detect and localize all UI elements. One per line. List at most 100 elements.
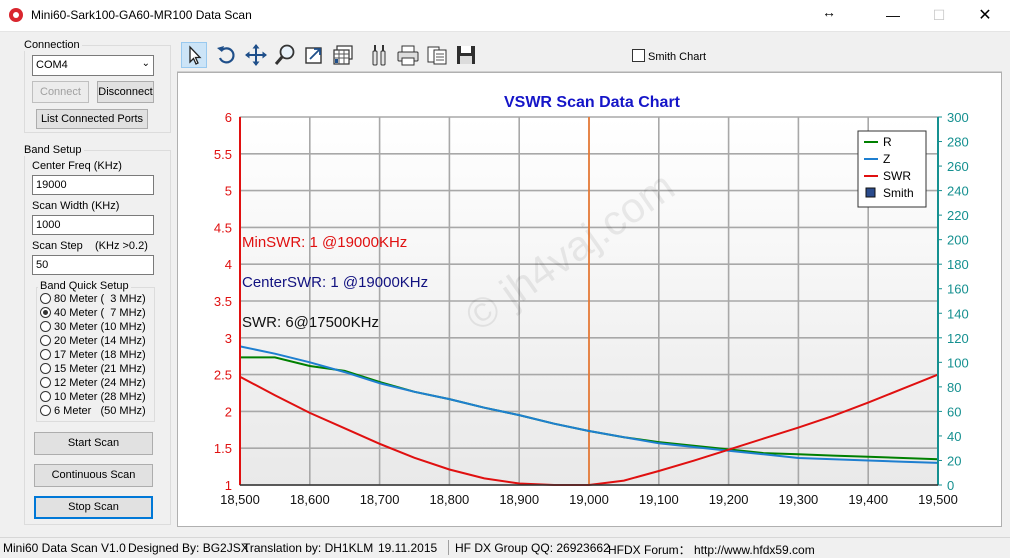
legend-label-smith: Smith	[883, 186, 914, 200]
radio-12m[interactable]	[40, 377, 51, 388]
maximize-button[interactable]: ☐	[932, 7, 946, 23]
band-radio-40m[interactable]: 40 Meter ( 7 MHz)	[40, 307, 146, 321]
band-label-40m: 40 Meter ( 7 MHz)	[54, 307, 146, 319]
band-radio-15m[interactable]: 15 Meter (21 MHz)	[40, 363, 146, 377]
y-right-tick-label: 280	[947, 135, 969, 150]
port-select-value: COM4	[36, 59, 68, 71]
x-tick-label: 19,400	[848, 492, 888, 507]
center-swr-annotation: CenterSWR: 1 @19000KHz	[242, 274, 428, 291]
y-right-tick-label: 200	[947, 233, 969, 248]
disconnect-button[interactable]: Disconnect	[97, 81, 154, 103]
radio-30m[interactable]	[40, 321, 51, 332]
start-scan-button[interactable]: Start Scan	[34, 432, 153, 455]
radio-80m[interactable]	[40, 293, 51, 304]
band-label-15m: 15 Meter (21 MHz)	[54, 363, 146, 375]
port-select[interactable]: COM4 ⌄	[32, 55, 154, 76]
radio-40m[interactable]	[40, 307, 51, 318]
connection-group	[24, 45, 171, 133]
save-icon	[457, 46, 475, 64]
stop-scan-button[interactable]: Stop Scan	[34, 496, 153, 519]
save-tool-button[interactable]	[453, 42, 479, 68]
scan-step-hint: (KHz >0.2)	[95, 240, 148, 252]
y-left-tick-label: 4.5	[214, 220, 232, 235]
x-tick-label: 19,500	[918, 492, 958, 507]
continuous-scan-button[interactable]: Continuous Scan	[34, 464, 153, 487]
chart-title: VSWR Scan Data Chart	[504, 94, 681, 111]
band-radio-30m[interactable]: 30 Meter (10 MHz)	[40, 321, 146, 335]
y-left-tick-label: 6	[225, 110, 232, 125]
y-right-tick-label: 240	[947, 184, 969, 199]
band-radio-20m[interactable]: 20 Meter (14 MHz)	[40, 335, 146, 349]
scan-step-input[interactable]: 50	[32, 255, 154, 275]
list-ports-button[interactable]: List Connected Ports	[36, 109, 148, 129]
close-button[interactable]: ✕	[978, 7, 992, 24]
copy-icon	[427, 46, 447, 65]
x-tick-label: 18,600	[290, 492, 330, 507]
pan-icon	[245, 44, 267, 66]
title-bar: Mini60-Sark100-GA60-MR100 Data Scan ↔ — …	[0, 0, 1010, 32]
band-label-6m: 6 Meter (50 MHz)	[54, 405, 146, 417]
status-forum: HFDX Forum： http://www.hfdx59.com	[608, 543, 815, 557]
minimize-button[interactable]: —	[886, 7, 900, 23]
band-label-80m: 80 Meter ( 3 MHz)	[54, 293, 146, 305]
band-radio-10m[interactable]: 10 Meter (28 MHz)	[40, 391, 146, 405]
y-right-tick-label: 40	[947, 429, 961, 444]
legend-label-swr: SWR	[883, 169, 911, 183]
export-tool-button[interactable]	[301, 42, 327, 68]
chart-legend: R Z SWR Smith	[857, 130, 927, 208]
radio-17m[interactable]	[40, 349, 51, 360]
connect-button[interactable]: Connect	[32, 81, 89, 103]
radio-15m[interactable]	[40, 363, 51, 374]
undo-tool-button[interactable]	[214, 42, 240, 68]
radio-20m[interactable]	[40, 335, 51, 346]
x-tick-label: 19,200	[709, 492, 749, 507]
status-translator: Translation by: DH1KLM	[243, 541, 374, 555]
y-right-tick-label: 140	[947, 306, 969, 321]
radio-6m[interactable]	[40, 405, 51, 416]
connection-group-label: Connection	[22, 39, 82, 51]
y-left-tick-label: 1	[225, 478, 232, 493]
smith-chart-check-box[interactable]	[632, 49, 645, 62]
band-radio-17m[interactable]: 17 Meter (18 MHz)	[40, 349, 146, 363]
y-left-tick-label: 3	[225, 331, 232, 346]
window-title: Mini60-Sark100-GA60-MR100 Data Scan	[31, 8, 252, 22]
print-tool-button[interactable]	[395, 42, 421, 68]
data-table-tool-button[interactable]	[330, 42, 356, 68]
y-right-tick-label: 260	[947, 159, 969, 174]
pointer-tool-button[interactable]	[181, 42, 207, 68]
y-right-tick-label: 0	[947, 478, 954, 493]
chart-panel: VSWR Scan Data Chart © jh4vaj.com 18,500…	[177, 72, 1002, 527]
data-table-icon	[333, 45, 353, 65]
band-label-20m: 20 Meter (14 MHz)	[54, 335, 146, 347]
band-radio-80m[interactable]: 80 Meter ( 3 MHz)	[40, 293, 146, 307]
settings-tool-button[interactable]	[366, 42, 392, 68]
y-left-tick-label: 5	[225, 184, 232, 199]
pan-tool-button[interactable]	[243, 42, 269, 68]
center-freq-input[interactable]: 19000	[32, 175, 154, 195]
y-left-tick-label: 5.5	[214, 147, 232, 162]
axes-layer: 18,500 18,600 18,700 18,800 18,900 19,000 19,1…	[214, 110, 969, 507]
y-right-tick-label: 160	[947, 282, 969, 297]
copy-tool-button[interactable]	[424, 42, 450, 68]
band-setup-group-label: Band Setup	[22, 144, 84, 156]
y-right-tick-label: 120	[947, 331, 969, 346]
y-right-tick-label: 100	[947, 355, 969, 370]
vswr-chart: VSWR Scan Data Chart © jh4vaj.com 18,500…	[214, 94, 969, 507]
zoom-tool-button[interactable]	[272, 42, 298, 68]
settings-icon	[372, 45, 386, 66]
band-radio-12m[interactable]: 12 Meter (24 MHz)	[40, 377, 146, 391]
x-tick-label: 19,300	[779, 492, 819, 507]
min-swr-annotation: MinSWR: 1 @19000KHz	[242, 234, 407, 251]
y-right-tick-label: 60	[947, 404, 961, 419]
scan-width-input[interactable]: 1000	[32, 215, 154, 235]
radio-10m[interactable]	[40, 391, 51, 402]
smith-chart-checkbox[interactable]: Smith Chart	[632, 49, 706, 63]
scan-step-label: Scan Step	[32, 240, 83, 252]
status-separator	[448, 540, 449, 555]
smith-chart-label: Smith Chart	[648, 51, 707, 63]
y-right-tick-label: 20	[947, 453, 961, 468]
status-bar: Mini60 Data Scan V1.0 Designed By: BG2JS…	[0, 537, 1010, 557]
y-right-tick-label: 300	[947, 110, 969, 125]
y-left-tick-label: 4	[225, 257, 232, 272]
band-radio-6m[interactable]: 6 Meter (50 MHz)	[40, 405, 146, 419]
